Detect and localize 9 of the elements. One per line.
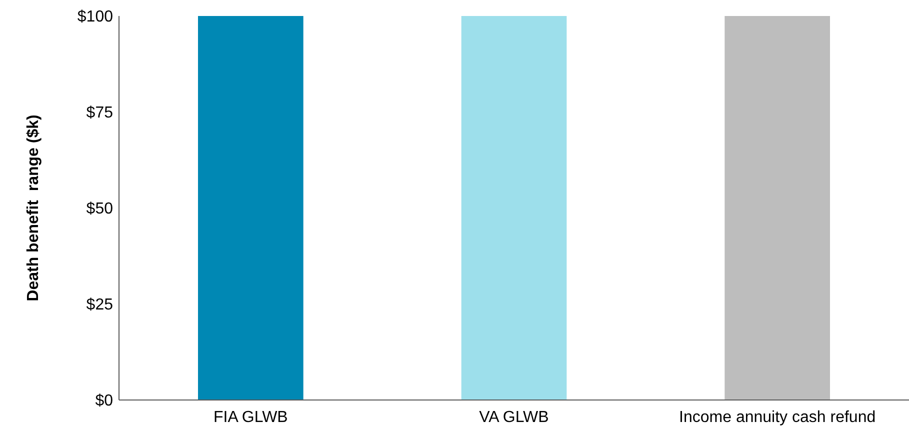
y-tick-label: $0 bbox=[95, 392, 114, 410]
y-tick-label: $50 bbox=[86, 200, 114, 218]
x-tick-label: Income annuity cash refund bbox=[679, 409, 876, 426]
y-axis-title: Death benefit range ($k) bbox=[25, 114, 42, 302]
y-tick-label: $100 bbox=[77, 8, 114, 26]
y-tick-label: $25 bbox=[86, 296, 114, 314]
x-tick-label: VA GLWB bbox=[479, 409, 549, 426]
x-tick-label: FIA GLWB bbox=[213, 409, 288, 426]
y-tick-label: $75 bbox=[86, 104, 114, 122]
